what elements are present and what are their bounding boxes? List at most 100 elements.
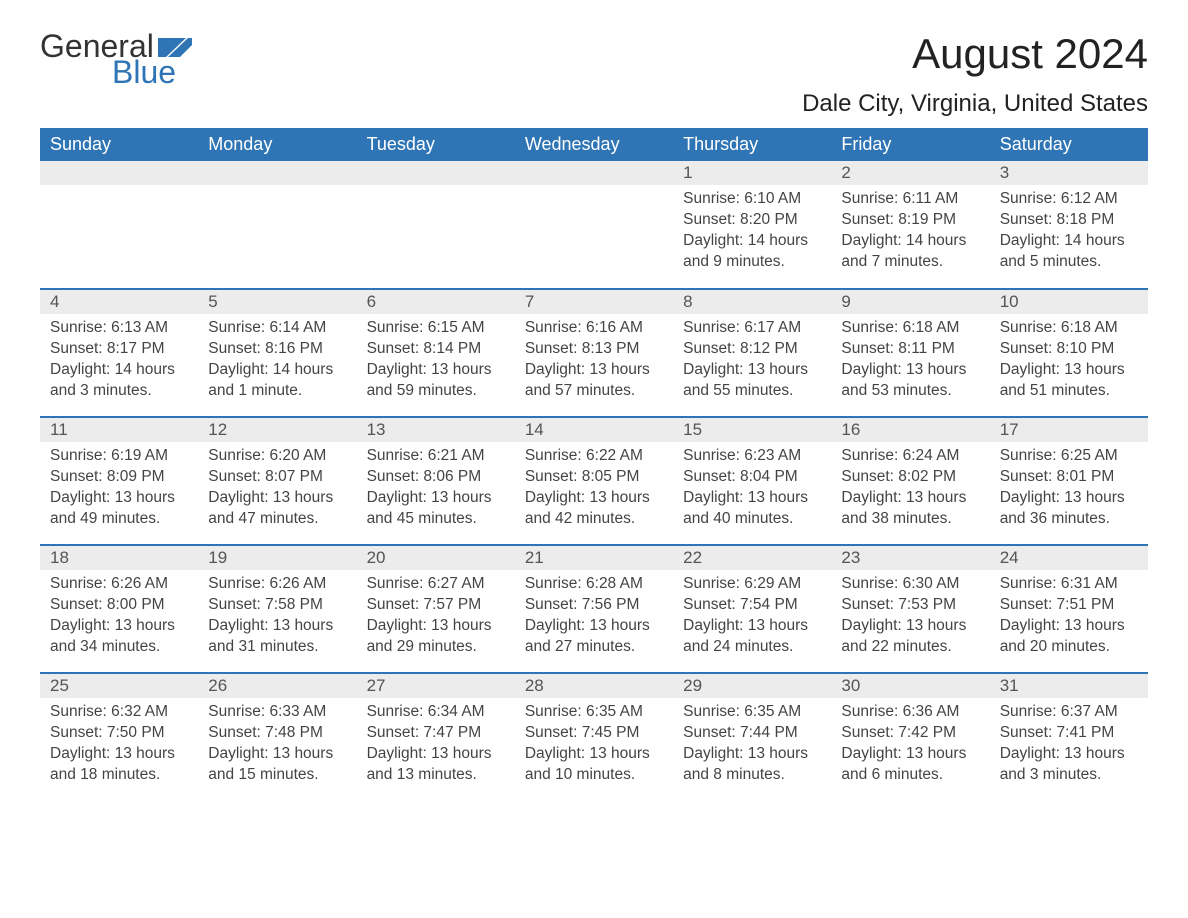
day-data: Sunrise: 6:30 AMSunset: 7:53 PMDaylight:… [831,570,989,664]
week-row: 25Sunrise: 6:32 AMSunset: 7:50 PMDayligh… [40,673,1148,801]
day-number: 13 [357,418,515,442]
day-data: Sunrise: 6:22 AMSunset: 8:05 PMDaylight:… [515,442,673,536]
sunrise-label: Sunrise: 6:22 AM [525,446,663,467]
weekday-header-row: Sunday Monday Tuesday Wednesday Thursday… [40,128,1148,161]
day-number: 6 [357,290,515,314]
day-number: 24 [990,546,1148,570]
calendar-body: 1Sunrise: 6:10 AMSunset: 8:20 PMDaylight… [40,161,1148,801]
day-number: 10 [990,290,1148,314]
day-cell: 16Sunrise: 6:24 AMSunset: 8:02 PMDayligh… [831,417,989,545]
sunset-label: Sunset: 7:41 PM [1000,723,1138,744]
day-cell: 20Sunrise: 6:27 AMSunset: 7:57 PMDayligh… [357,545,515,673]
daylight-label: Daylight: 14 hours and 7 minutes. [841,231,979,273]
sunset-label: Sunset: 8:14 PM [367,339,505,360]
daylight-label: Daylight: 13 hours and 47 minutes. [208,488,346,530]
sunset-label: Sunset: 8:05 PM [525,467,663,488]
day-data: Sunrise: 6:24 AMSunset: 8:02 PMDaylight:… [831,442,989,536]
day-data: Sunrise: 6:16 AMSunset: 8:13 PMDaylight:… [515,314,673,408]
daylight-label: Daylight: 13 hours and 42 minutes. [525,488,663,530]
day-data: Sunrise: 6:14 AMSunset: 8:16 PMDaylight:… [198,314,356,408]
day-number: 28 [515,674,673,698]
weekday-header: Saturday [990,128,1148,161]
weekday-header: Thursday [673,128,831,161]
day-number: 15 [673,418,831,442]
day-cell: 24Sunrise: 6:31 AMSunset: 7:51 PMDayligh… [990,545,1148,673]
day-cell: 28Sunrise: 6:35 AMSunset: 7:45 PMDayligh… [515,673,673,801]
daylight-label: Daylight: 13 hours and 8 minutes. [683,744,821,786]
day-number: 3 [990,161,1148,185]
sunrise-label: Sunrise: 6:18 AM [841,318,979,339]
sunrise-label: Sunrise: 6:13 AM [50,318,188,339]
sunset-label: Sunset: 8:04 PM [683,467,821,488]
daylight-label: Daylight: 13 hours and 15 minutes. [208,744,346,786]
day-number-empty [40,161,198,185]
day-cell: 25Sunrise: 6:32 AMSunset: 7:50 PMDayligh… [40,673,198,801]
weekday-header: Tuesday [357,128,515,161]
sunset-label: Sunset: 8:02 PM [841,467,979,488]
day-number: 1 [673,161,831,185]
day-data: Sunrise: 6:36 AMSunset: 7:42 PMDaylight:… [831,698,989,792]
day-data: Sunrise: 6:18 AMSunset: 8:10 PMDaylight:… [990,314,1148,408]
daylight-label: Daylight: 13 hours and 20 minutes. [1000,616,1138,658]
sunrise-label: Sunrise: 6:16 AM [525,318,663,339]
day-data: Sunrise: 6:21 AMSunset: 8:06 PMDaylight:… [357,442,515,536]
day-data: Sunrise: 6:25 AMSunset: 8:01 PMDaylight:… [990,442,1148,536]
day-number: 2 [831,161,989,185]
day-number: 4 [40,290,198,314]
day-data: Sunrise: 6:15 AMSunset: 8:14 PMDaylight:… [357,314,515,408]
sunrise-label: Sunrise: 6:11 AM [841,189,979,210]
day-cell: 14Sunrise: 6:22 AMSunset: 8:05 PMDayligh… [515,417,673,545]
daylight-label: Daylight: 13 hours and 27 minutes. [525,616,663,658]
day-number: 30 [831,674,989,698]
day-number: 18 [40,546,198,570]
day-number: 31 [990,674,1148,698]
day-data: Sunrise: 6:37 AMSunset: 7:41 PMDaylight:… [990,698,1148,792]
sunrise-label: Sunrise: 6:36 AM [841,702,979,723]
sunset-label: Sunset: 7:45 PM [525,723,663,744]
logo-text-blue: Blue [112,56,192,88]
daylight-label: Daylight: 13 hours and 29 minutes. [367,616,505,658]
day-cell: 7Sunrise: 6:16 AMSunset: 8:13 PMDaylight… [515,289,673,417]
day-cell: 17Sunrise: 6:25 AMSunset: 8:01 PMDayligh… [990,417,1148,545]
daylight-label: Daylight: 13 hours and 24 minutes. [683,616,821,658]
sunrise-label: Sunrise: 6:26 AM [50,574,188,595]
title-block: August 2024 Dale City, Virginia, United … [802,30,1148,118]
day-cell: 3Sunrise: 6:12 AMSunset: 8:18 PMDaylight… [990,161,1148,289]
sunset-label: Sunset: 8:11 PM [841,339,979,360]
sunrise-label: Sunrise: 6:30 AM [841,574,979,595]
sunset-label: Sunset: 8:18 PM [1000,210,1138,231]
sunrise-label: Sunrise: 6:28 AM [525,574,663,595]
sunrise-label: Sunrise: 6:33 AM [208,702,346,723]
sunrise-label: Sunrise: 6:23 AM [683,446,821,467]
day-cell: 23Sunrise: 6:30 AMSunset: 7:53 PMDayligh… [831,545,989,673]
day-data: Sunrise: 6:11 AMSunset: 8:19 PMDaylight:… [831,185,989,279]
day-data: Sunrise: 6:26 AMSunset: 8:00 PMDaylight:… [40,570,198,664]
daylight-label: Daylight: 13 hours and 53 minutes. [841,360,979,402]
daylight-label: Daylight: 13 hours and 31 minutes. [208,616,346,658]
day-number: 22 [673,546,831,570]
sunrise-label: Sunrise: 6:34 AM [367,702,505,723]
day-cell: 27Sunrise: 6:34 AMSunset: 7:47 PMDayligh… [357,673,515,801]
day-number-empty [198,161,356,185]
week-row: 18Sunrise: 6:26 AMSunset: 8:00 PMDayligh… [40,545,1148,673]
sunrise-label: Sunrise: 6:19 AM [50,446,188,467]
sunrise-label: Sunrise: 6:32 AM [50,702,188,723]
daylight-label: Daylight: 13 hours and 13 minutes. [367,744,505,786]
day-data: Sunrise: 6:35 AMSunset: 7:44 PMDaylight:… [673,698,831,792]
day-cell: 8Sunrise: 6:17 AMSunset: 8:12 PMDaylight… [673,289,831,417]
day-cell: 10Sunrise: 6:18 AMSunset: 8:10 PMDayligh… [990,289,1148,417]
daylight-label: Daylight: 13 hours and 10 minutes. [525,744,663,786]
day-data: Sunrise: 6:28 AMSunset: 7:56 PMDaylight:… [515,570,673,664]
day-cell: 22Sunrise: 6:29 AMSunset: 7:54 PMDayligh… [673,545,831,673]
logo: General Blue [40,30,192,88]
day-cell: 29Sunrise: 6:35 AMSunset: 7:44 PMDayligh… [673,673,831,801]
sunrise-label: Sunrise: 6:31 AM [1000,574,1138,595]
day-number: 20 [357,546,515,570]
day-cell: 4Sunrise: 6:13 AMSunset: 8:17 PMDaylight… [40,289,198,417]
sunrise-label: Sunrise: 6:20 AM [208,446,346,467]
day-number: 26 [198,674,356,698]
location-label: Dale City, Virginia, United States [802,90,1148,118]
day-cell: 11Sunrise: 6:19 AMSunset: 8:09 PMDayligh… [40,417,198,545]
daylight-label: Daylight: 13 hours and 49 minutes. [50,488,188,530]
sunrise-label: Sunrise: 6:17 AM [683,318,821,339]
